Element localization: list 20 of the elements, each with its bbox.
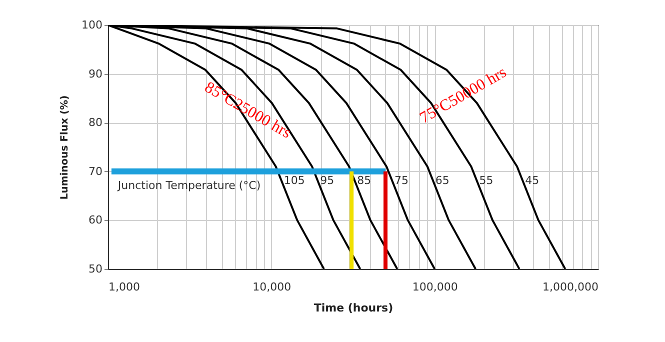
- series-label: 105: [284, 174, 305, 188]
- x-tick-label: 10,000: [252, 280, 292, 294]
- series-label: 65: [435, 174, 450, 188]
- y-tick-label: 60: [88, 214, 102, 227]
- y-axis-title: Luminous Flux (%): [60, 95, 71, 200]
- series-label: 55: [479, 174, 494, 188]
- y-tick-label: 90: [88, 67, 102, 80]
- legend-title: Junction Temperature (°C): [116, 179, 261, 192]
- series-label: 75: [394, 174, 409, 188]
- x-tick-label: 1,000,000: [542, 280, 598, 294]
- x-tick-label: 1,000: [108, 280, 140, 294]
- x-axis-title: Time (hours): [314, 302, 394, 314]
- series-label: 45: [525, 174, 540, 188]
- series-label: 85: [357, 174, 372, 188]
- y-tick-label: 50: [88, 262, 102, 276]
- series-label: 95: [320, 174, 334, 188]
- y-tick-label: 80: [88, 116, 102, 130]
- x-tick-label: 100,000: [412, 280, 458, 294]
- y-tick-label: 70: [88, 164, 102, 178]
- y-tick-label: 100: [82, 18, 102, 32]
